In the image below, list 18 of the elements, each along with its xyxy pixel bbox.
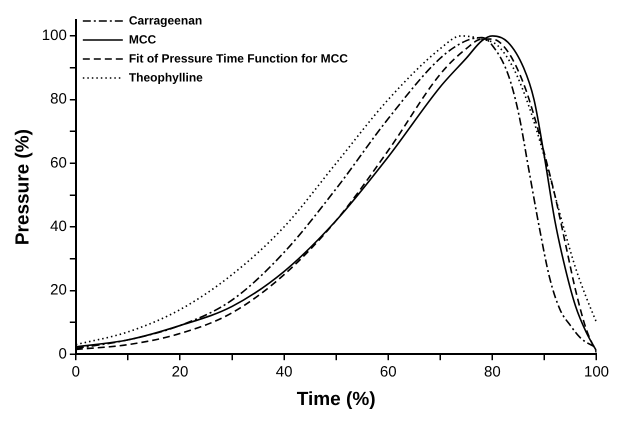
legend-label: Carrageenan [128,13,202,28]
legend-label: Theophylline [128,70,204,84]
y-tick-label: 20 [50,282,67,299]
legend-label: Fit of Pressure Time Function for MCC [128,51,348,66]
y-tick-label: 40 [50,218,67,236]
y-tick-label: 0 [58,345,67,362]
y-tick-label: 100 [42,27,67,44]
x-tick-label: 60 [380,363,397,380]
x-tick-label: 0 [72,363,80,380]
y-tick-label: 60 [50,154,67,172]
y-tick-label: 80 [50,90,67,108]
x-tick-label: 100 [584,363,609,380]
x-tick-label: 20 [172,363,188,380]
legend-label: MCC [128,32,156,46]
x-tick-label: 80 [484,363,501,380]
x-axis-title: Time (%) [296,388,376,410]
x-tick-label: 40 [276,363,292,380]
y-axis-title: Pressure (%) [12,129,34,246]
